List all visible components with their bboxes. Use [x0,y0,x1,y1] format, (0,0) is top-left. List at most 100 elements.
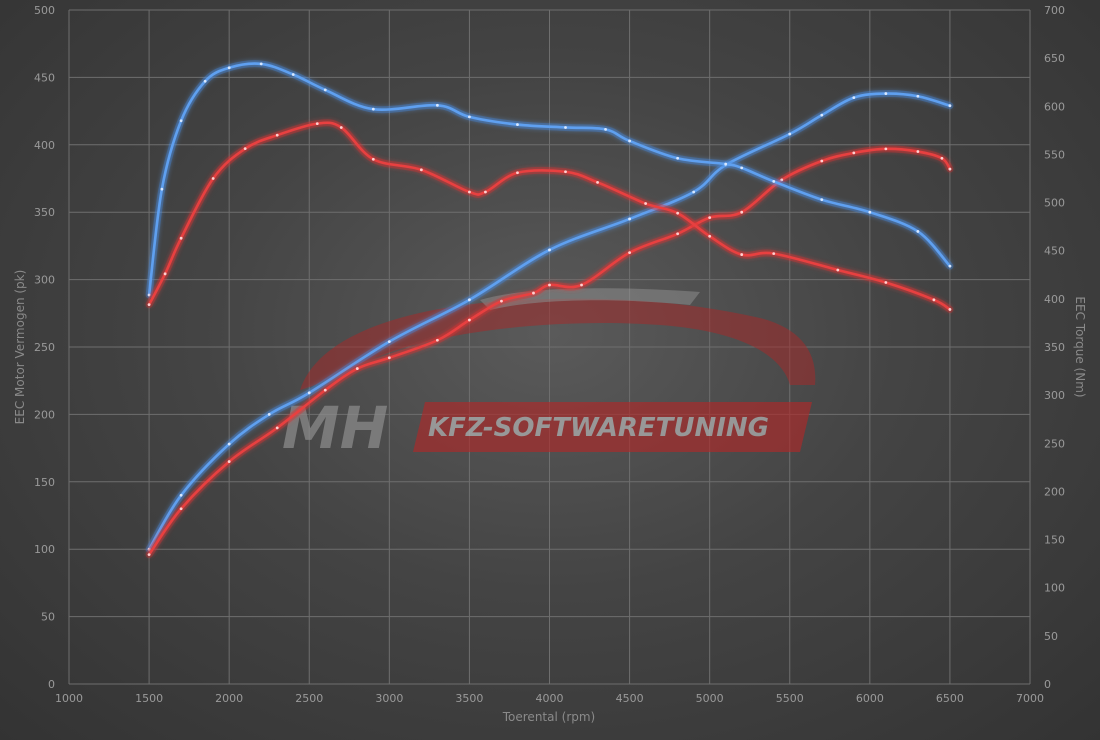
watermark-mh: MH [282,394,388,462]
series-point [868,210,872,214]
y-tick-label-left: 150 [34,476,55,489]
series-point [628,139,631,143]
y-tick-label-left: 500 [34,4,55,17]
y-tick-label-right: 400 [1044,293,1065,306]
series-point [307,391,311,395]
series-point [780,178,784,182]
series-point [500,299,503,303]
watermark-logo: MH KFZ-SOFTWARETUNING [282,288,816,462]
y-tick-label-right: 600 [1044,100,1065,113]
series-point [468,318,471,322]
series-point [948,104,952,108]
series-point [948,264,952,268]
series-point [243,147,247,151]
series-point [179,493,183,497]
x-tick-label: 5500 [776,692,804,705]
y-tick-label-right: 650 [1044,52,1065,65]
series-point [227,66,231,70]
series-point [291,73,295,76]
x-tick-label: 3000 [375,692,403,705]
x-tick-label: 6500 [936,692,964,705]
series-point [147,303,151,307]
y-tick-label-right: 200 [1044,485,1065,498]
series-point [484,190,487,194]
x-tick-label: 2500 [295,692,323,705]
series-point [203,79,207,83]
series-point [468,298,471,302]
y-tick-label-right: 250 [1044,437,1065,450]
grid [68,9,1031,685]
series-point [628,251,631,255]
series-point [147,547,151,551]
y-tick-label-right: 300 [1044,389,1065,402]
series-point [820,159,824,163]
series-point [916,230,920,233]
series-point [916,150,920,153]
x-tick-label: 3500 [455,692,483,705]
series-point [580,283,583,287]
series-point [179,119,183,123]
y-tick-label-right: 550 [1044,148,1065,161]
watermark-banner [413,402,812,452]
y-tick-label-left: 50 [41,611,55,624]
series-point [179,507,183,511]
series-point [724,162,728,166]
series-point [628,217,631,221]
series-point [836,268,840,272]
x-tick-label: 1000 [55,692,83,705]
series-point [940,156,944,160]
series-point [708,216,712,219]
series-point [740,210,744,214]
y-tick-label-right: 50 [1044,630,1058,643]
y-axis-title-left: EEC Motor Vermogen (pk) [13,270,27,425]
series-point [355,367,359,370]
series-point [852,151,856,155]
series-point [387,356,391,360]
series-point [227,442,231,446]
x-tick-label: 6000 [856,692,884,705]
x-tick-label: 4500 [616,692,644,705]
y-axis-title-right: EEC Torque (Nm) [1073,296,1087,397]
series-point [163,272,167,276]
y-tick-label-right: 450 [1044,245,1065,258]
series-point [948,167,952,171]
series-point [884,92,888,95]
y-tick-label-left: 100 [34,543,55,556]
series-line [147,92,952,551]
series-point [275,426,279,430]
series-point [371,107,375,111]
watermark-text: KFZ-SOFTWARETUNING [428,413,769,443]
y-tick-label-left: 0 [48,678,55,691]
watermark-car-swoosh [300,298,816,390]
x-axis-title: Toerental (rpm) [502,710,595,724]
x-tick-label: 5000 [696,692,724,705]
y-tick-label-right: 500 [1044,197,1065,210]
y-tick-label-left: 200 [34,408,55,421]
axes: 1000 1500 2000 2500 3000 3500 4000 4500 5000 5500… [34,4,1065,705]
series-point [772,252,776,256]
series-point [852,96,856,100]
y-tick-label-left: 300 [34,274,55,287]
series-point [644,202,647,205]
series-point [532,291,535,295]
series-point [916,94,920,98]
series-point [468,190,471,194]
y-tick-label-left: 450 [34,71,55,84]
x-tick-label: 4000 [536,692,564,705]
series-point [772,179,776,183]
series-point [740,166,744,170]
series-point [323,88,327,92]
series-point [267,413,271,416]
series-point [548,283,551,287]
series-point [315,122,319,126]
series-3 [145,119,954,313]
y-tick-label-left: 350 [34,206,55,219]
series-point [275,133,279,137]
series-point [820,198,824,202]
series-point [740,253,744,256]
series-point [604,127,607,131]
series-point [211,177,215,180]
series-point [564,126,567,129]
series-point [692,190,696,194]
